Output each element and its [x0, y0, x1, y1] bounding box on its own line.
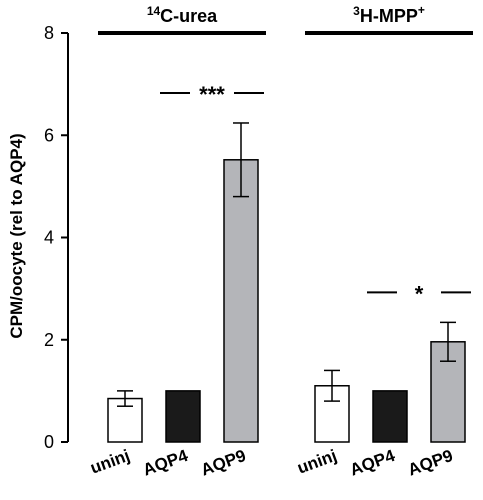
category-label: AQP4: [347, 446, 398, 480]
y-tick-label: 4: [44, 228, 54, 248]
bars: [107, 122, 466, 443]
bar: [223, 159, 259, 443]
y-tick-label: 0: [44, 432, 54, 452]
group-label-suffix: +: [418, 3, 425, 17]
group-label-text: H-MPP: [360, 6, 418, 26]
group-label-superscript: 14: [147, 4, 161, 18]
y-tick-label: 8: [44, 23, 54, 43]
category-label: uninj: [295, 446, 340, 478]
significance-marker: ***: [199, 82, 225, 107]
category-label: AQP9: [198, 446, 248, 480]
bar: [165, 390, 201, 443]
bar: [372, 390, 408, 443]
category-label: AQP4: [140, 446, 191, 480]
y-axis-label: CPM/oocyte (rel to AQP4): [7, 133, 26, 338]
y-axis: 0 2 4 6 8: [44, 23, 69, 452]
y-tick-label: 2: [44, 330, 54, 350]
group-label: 3H-MPP+: [353, 3, 425, 26]
category-label: uninj: [88, 446, 133, 478]
y-tick-label: 6: [44, 125, 54, 145]
group-label: 14C-urea: [147, 4, 218, 26]
significance-marker: *: [415, 281, 424, 306]
group-label-superscript: 3: [353, 4, 360, 18]
category-label: AQP9: [405, 446, 455, 480]
group-label-text: C-urea: [160, 6, 218, 26]
